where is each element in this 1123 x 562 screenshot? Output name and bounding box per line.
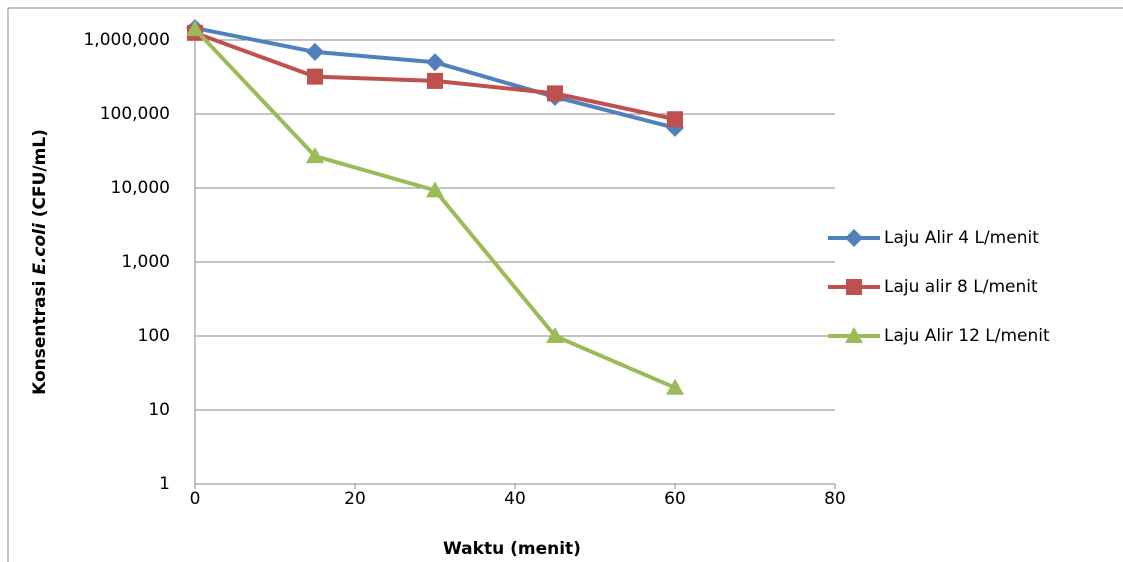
marker: [426, 53, 444, 71]
marker: [306, 43, 324, 61]
x-tick-label: 20: [344, 489, 366, 509]
y-tick-label: 10,000: [111, 178, 170, 198]
y-tick-label: 1,000,000: [83, 30, 170, 50]
marker: [845, 229, 863, 247]
y-tick-label: 100,000: [100, 104, 170, 124]
marker: [307, 69, 323, 85]
marker: [427, 73, 443, 89]
y-tick-label: 1: [159, 474, 170, 494]
y-tick-label: 100: [138, 326, 170, 346]
legend-label: Laju Alir 4 L/menit: [884, 228, 1039, 248]
x-tick-label: 0: [190, 489, 201, 509]
y-tick-label: 1,000: [121, 252, 170, 272]
y-axis-title-part: Konsentrasi: [30, 275, 50, 395]
x-tick-label: 80: [824, 489, 846, 509]
chart: Waktu (menit) Konsentrasi E.coli (CFU/mL…: [0, 0, 1123, 562]
marker: [547, 85, 563, 101]
legend-label: Laju Alir 12 L/menit: [884, 326, 1050, 346]
legend-label: Laju alir 8 L/menit: [884, 277, 1038, 297]
y-axis-title: Konsentrasi E.coli (CFU/mL): [30, 129, 50, 395]
marker: [667, 111, 683, 127]
y-axis-title-part: (CFU/mL): [30, 129, 50, 223]
y-axis-title-part: E.coli: [30, 222, 50, 275]
marker: [846, 279, 862, 295]
x-tick-label: 40: [504, 489, 526, 509]
x-tick-label: 60: [664, 489, 686, 509]
y-tick-label: 10: [148, 400, 170, 420]
x-axis-title: Waktu (menit): [443, 539, 581, 559]
